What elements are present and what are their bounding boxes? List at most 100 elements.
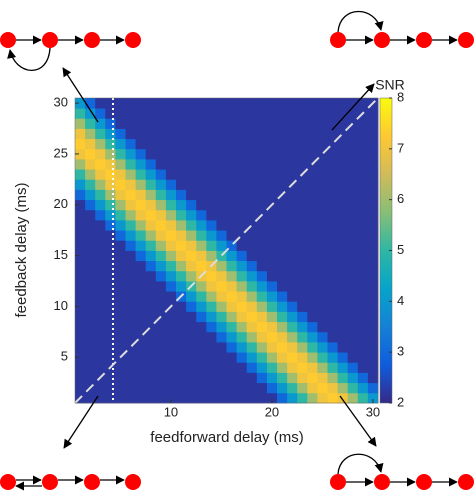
cell [347,209,359,221]
cell [297,128,308,140]
cell [206,199,217,211]
cell [317,199,328,211]
cell [347,138,359,150]
cell [155,179,167,190]
cell [226,352,237,363]
cell [317,220,328,231]
cell [75,108,86,119]
cell [357,128,369,140]
cell [196,240,207,251]
cell [95,169,106,180]
cell [236,281,248,292]
cell [196,230,207,241]
cell [266,301,278,312]
cell [85,291,96,302]
cell [327,240,338,251]
cell [95,199,106,211]
cell [266,220,278,231]
cell [135,108,147,119]
cell [165,291,177,302]
colorbar-tick-label: 7 [397,140,404,155]
cell [327,382,338,394]
cell [226,331,237,343]
cell [196,250,207,262]
cell [256,128,268,140]
cell [287,138,298,150]
cell [115,108,126,119]
cell [125,209,136,221]
cell [347,250,359,262]
cell [125,189,136,201]
cell [317,128,328,140]
cell [347,382,359,394]
cell [317,189,328,201]
cell [357,98,369,109]
cell [155,128,167,140]
cell [367,199,379,211]
cell [236,240,248,251]
cell [186,301,197,312]
cell [155,189,167,201]
cell [85,372,96,384]
cell [347,159,359,170]
cell [75,169,86,180]
cell [115,270,126,282]
cell [85,209,96,221]
cell [135,352,147,363]
cell [307,372,318,384]
cell [196,159,207,170]
cell [347,128,359,140]
cell [165,250,177,262]
cell [115,382,126,394]
cell [196,148,207,160]
cell [226,321,237,333]
cell [145,138,157,150]
cell [337,362,349,373]
cell [307,250,318,262]
cell [125,281,136,292]
cell [287,199,298,211]
colorbar-tick-label: 4 [397,293,404,308]
cell [115,311,126,323]
cell [186,118,197,129]
cell [297,260,308,272]
cell [75,230,86,241]
cell [297,159,308,170]
cell [135,240,147,251]
cell [327,250,338,262]
colorbar-label: SNR [375,77,405,93]
cell [155,199,167,211]
cell [337,240,349,251]
cell [206,98,217,109]
cell [357,138,369,150]
cell [347,291,359,302]
cell [297,301,308,312]
cell [155,148,167,160]
cell [317,169,328,180]
cell [176,108,187,119]
cell [125,169,136,180]
cell [186,321,197,333]
cell [337,230,349,241]
cell [246,189,258,201]
cell [165,98,177,109]
cell [357,291,369,302]
cell [85,311,96,323]
cell [297,250,308,262]
cell [95,240,106,251]
cell [176,331,187,343]
cell [75,138,86,150]
cell [105,311,116,323]
cell [256,220,268,231]
cell [266,291,278,302]
cell [367,240,379,251]
cell [266,321,278,333]
cell [105,342,116,353]
cell [256,230,268,241]
cell [337,148,349,160]
cell [115,392,126,404]
cell [186,148,197,160]
cell [85,270,96,282]
cell [287,331,298,343]
x-axis-label: feedforward delay (ms) [150,429,303,446]
